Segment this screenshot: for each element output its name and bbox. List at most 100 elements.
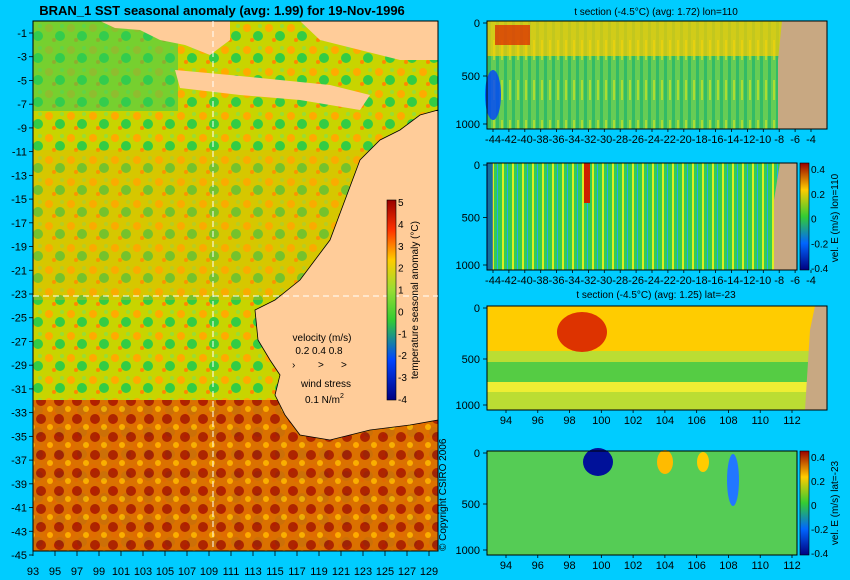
panel-y-tick-label: 0 — [474, 448, 480, 460]
panel1-frame — [486, 20, 828, 130]
map-lon-tick-label: 107 — [178, 566, 196, 578]
map-lon-tick-label: 99 — [93, 566, 105, 578]
map-lat-tick-label: -27 — [11, 336, 27, 348]
panel-x-tick-label: -22 — [660, 134, 676, 146]
panel3-deep-layer — [487, 382, 817, 392]
panel-x-tick-label: -22 — [660, 275, 676, 287]
panel3-x-ticks: 94 96 98 100 102 104 106 108 110 112 — [500, 410, 801, 427]
panel-x-tick-label: -38 — [533, 275, 549, 287]
panel2-jet — [584, 163, 590, 203]
panel-x-tick-label: -32 — [580, 134, 596, 146]
map-lon-tick-label: 115 — [266, 566, 284, 578]
panel-vel-lon110: vel. E (m/s) lon=110 — [486, 162, 841, 271]
panel4-colorbar-ticks: 0.4 0.2 0 -0.2 -0.4 — [811, 453, 829, 560]
panel-x-tick-label: -34 — [565, 134, 581, 146]
panel-x-tick-label: -44 — [485, 275, 501, 287]
panel1-title: t section (-4.5°C) (avg: 1.72) lon=110 — [574, 7, 738, 18]
panel-y-tick-label: 1000 — [456, 400, 480, 412]
panel-temp-lon110: t section (-4.5°C) (avg: 1.72) lon=110 — [485, 7, 828, 130]
panel-colorbar-tick-label: -0.4 — [811, 549, 829, 560]
panel3-hot-patch — [557, 312, 607, 352]
panel2-y-ticks: 0 500 1000 — [456, 160, 487, 272]
map-lat-tick-label: -17 — [11, 218, 27, 230]
panel-x-tick-label: 110 — [751, 560, 769, 572]
panel-x-tick-label: -28 — [612, 134, 628, 146]
map-lat-tick-label: -23 — [11, 289, 27, 301]
sst-map — [32, 20, 439, 552]
panel-x-tick-label: 94 — [500, 415, 512, 427]
panel4-y-ticks: 0 500 1000 — [456, 448, 487, 557]
map-lat-tick-label: -11 — [12, 147, 27, 159]
panel-x-tick-label: -40 — [517, 134, 533, 146]
map-frame — [32, 20, 439, 552]
map-lat-tick-label: -1 — [17, 28, 27, 40]
map-lon-tick-label: 127 — [398, 566, 416, 578]
panel-x-tick-label: -10 — [755, 134, 771, 146]
panel-x-tick-label: -4 — [806, 134, 816, 146]
panel-x-tick-label: 112 — [783, 560, 801, 572]
map-lat-tick-label: -15 — [11, 194, 27, 206]
panel-x-tick-label: -36 — [549, 134, 565, 146]
velocity-arrow-3: > — [341, 360, 347, 371]
panel2-x-ticks: -44 -42 -40 -38 -36 -34 -32 -30 -28 -26 -24 -22 -20-… — [485, 270, 816, 287]
panel2-west-edge — [487, 163, 493, 270]
panel3-mid-layer — [487, 362, 817, 382]
panel-vel-lat-23: vel. E (m/s) lat=-23 — [486, 448, 841, 556]
panel-x-tick-label: -6 — [790, 134, 800, 146]
copyright: © Copyright CSIRO 2006 — [438, 438, 449, 551]
colorbar-tick-label: -2 — [398, 351, 407, 362]
map-lat-tick-label: -29 — [11, 360, 27, 372]
panel-y-tick-label: 1000 — [456, 260, 480, 272]
panel-x-tick-label: 108 — [719, 560, 737, 572]
panel-x-tick-label: -8 — [774, 134, 784, 146]
panel1-surface-warm — [487, 21, 782, 56]
map-lat-tick-label: -13 — [11, 170, 27, 182]
panel2-colorbar — [799, 162, 810, 271]
colorbar-tick-label: 2 — [398, 264, 404, 275]
panel-x-tick-label: -20 — [676, 134, 692, 146]
colorbar-tick-label: 0 — [398, 307, 404, 318]
panel-colorbar-tick-label: 0.4 — [811, 453, 825, 464]
map-lon-tick-label: 105 — [156, 566, 174, 578]
map-lon-tick-label: 125 — [376, 566, 394, 578]
panel4-frame — [486, 450, 798, 556]
wind-scale-exponent: 2 — [340, 393, 344, 400]
velocity-scale: 0.2 0.4 0.8 — [295, 346, 343, 357]
colorbar-label: temperature seasonal anomaly (°C) — [410, 221, 421, 379]
map-lat-tick-label: -41 — [11, 503, 27, 515]
velocity-arrow-2: > — [318, 360, 324, 371]
map-lon-tick-label: 129 — [420, 566, 438, 578]
panel-x-tick-label: -26 — [628, 134, 644, 146]
colorbar-tick-label: 3 — [398, 242, 404, 253]
map-lat-ticks: -1 -3 -5 -7 -9 -11 -13 -15 -17 -19 -21 -23 -25 -27 -29… — [11, 28, 33, 562]
panel-x-tick-label: -14 — [724, 275, 740, 287]
panel-x-tick-label: 106 — [687, 560, 705, 572]
panel3-title: t section (-4.5°C) (avg: 1.25) lat=-23 — [576, 290, 736, 301]
land-borneo — [300, 21, 438, 60]
panel-y-tick-label: 0 — [474, 18, 480, 30]
map-lat-tick-label: -7 — [17, 99, 27, 111]
map-lon-tick-label: 97 — [71, 566, 83, 578]
panel-x-tick-label: -12 — [739, 275, 755, 287]
panel-x-tick-label: 98 — [563, 560, 575, 572]
panel-x-tick-label: 104 — [656, 560, 674, 572]
map-lon-tick-label: 95 — [49, 566, 61, 578]
colorbar-tick-label: 4 — [398, 220, 404, 231]
panel4-x-ticks: 94 96 98 100 102 104 106 108 110 112 — [500, 555, 801, 572]
panel4-neg-core-1 — [583, 448, 613, 476]
colorbar-tick-label: -3 — [398, 373, 407, 384]
panel1-land — [778, 21, 827, 129]
panel-x-tick-label: 112 — [783, 415, 801, 427]
panel1-y-ticks: 0 500 1000 — [456, 18, 487, 131]
wind-scale-value: 0.1 N/m — [305, 395, 340, 406]
panel-x-tick-label: 104 — [656, 415, 674, 427]
map-lat-tick-label: -19 — [11, 242, 27, 254]
colorbar-tick-label: 5 — [398, 198, 404, 209]
panel1-cold-patch — [485, 70, 501, 120]
panel-colorbar-tick-label: 0.4 — [811, 165, 825, 176]
panel-x-tick-label: -12 — [739, 134, 755, 146]
land-java — [175, 70, 370, 110]
panel1-hot-patch — [495, 25, 530, 45]
colorbar-ticks: 5 4 3 2 1 0 -1 -2 -3 -4 — [398, 198, 407, 406]
panel2-colorbar-label: vel. E (m/s) lon=110 — [830, 173, 841, 262]
